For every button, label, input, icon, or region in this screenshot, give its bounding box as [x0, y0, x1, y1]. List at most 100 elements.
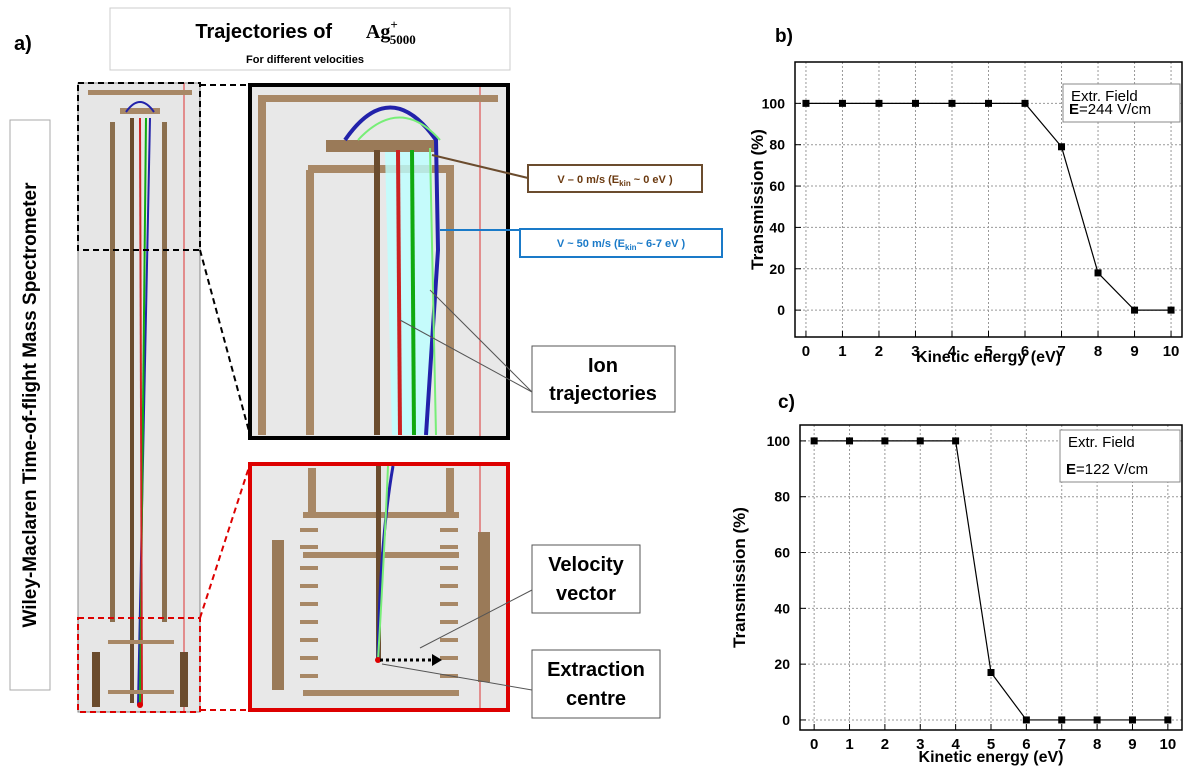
electrode [308, 165, 454, 173]
connector [199, 463, 251, 619]
y-tick-label: 40 [774, 600, 790, 616]
marker [810, 437, 818, 445]
callout-text: V ~ 50 m/s (E [557, 238, 625, 250]
callout-box [519, 228, 723, 258]
x-tick-label: 0 [810, 736, 818, 753]
y-tick-label: 20 [769, 261, 785, 277]
annotation-box [1062, 83, 1181, 123]
electrode [120, 108, 160, 114]
trajectory [410, 149, 416, 436]
marker [916, 437, 924, 445]
callout: V – 0 m/s (Ekin ~ 0 eV ) [557, 174, 673, 188]
leader [431, 154, 529, 179]
electrode [272, 540, 284, 690]
ion-charge: + [390, 17, 397, 32]
trajectory [429, 147, 437, 436]
x-tick-label: 6 [1021, 343, 1029, 360]
trajectory [357, 116, 441, 141]
y-tick-label: 100 [762, 95, 786, 111]
marker [1131, 306, 1139, 314]
plot-frame [799, 424, 1183, 731]
label: Velocity [548, 554, 624, 576]
annotation: E=122 V/cm [1066, 461, 1148, 478]
connector [199, 249, 251, 436]
callout-text: V – 0 m/s (E [557, 174, 619, 186]
panel-label: a) [14, 33, 32, 55]
callout-box [527, 164, 703, 193]
annotation-box [1059, 429, 1181, 483]
trajectory [377, 465, 389, 661]
zoom-box [77, 617, 201, 713]
x-tick-label: 4 [948, 343, 957, 360]
callout-text: ~ 6-7 eV ) [637, 238, 686, 250]
marker [1021, 99, 1029, 107]
arrow-head [432, 654, 442, 666]
marker [1058, 716, 1066, 724]
extraction-point [137, 702, 143, 708]
title-box [109, 7, 511, 71]
leader [399, 319, 533, 393]
leader [381, 663, 533, 691]
marker [1167, 306, 1175, 314]
annotation: Extr. Field [1071, 88, 1138, 105]
x-tick-label: 9 [1128, 736, 1136, 753]
marker [846, 437, 854, 445]
marker [875, 99, 883, 107]
label: centre [566, 688, 626, 710]
trajectory [125, 101, 155, 113]
marker [985, 99, 992, 107]
label-box [531, 649, 661, 719]
x-tick-label: 7 [1057, 343, 1065, 360]
marker [948, 99, 956, 107]
annotation-bold: E [1066, 461, 1076, 478]
label: Extraction [547, 659, 645, 681]
electrode [110, 122, 115, 622]
ion-size: 5000 [390, 32, 416, 47]
callout-sub: kin [619, 179, 631, 188]
y-axis-label: Transmission (%) [730, 507, 749, 648]
leader [429, 289, 533, 393]
y-tick-label: 20 [774, 656, 790, 672]
electrode-stack [300, 528, 458, 678]
electrode [92, 652, 100, 707]
electrode [130, 118, 134, 703]
electrode [258, 100, 266, 435]
electrode [88, 90, 192, 95]
label: trajectories [549, 383, 657, 405]
panel-label: c) [778, 392, 795, 413]
marker [987, 669, 995, 677]
x-tick-label: 8 [1094, 343, 1102, 360]
marker [1058, 143, 1066, 151]
x-tick-label: 2 [881, 736, 889, 753]
y-tick-label: 0 [782, 712, 790, 728]
electrode [303, 690, 459, 696]
side-label-box [9, 119, 51, 691]
annotation-bold: E [1069, 101, 1079, 118]
marker [952, 437, 960, 445]
trajectory [343, 105, 441, 436]
annotation-text: =244 V/cm [1079, 101, 1151, 118]
label-box [531, 544, 641, 614]
electrode [478, 532, 490, 682]
title-text: Trajectories of [195, 21, 332, 43]
electrode [180, 652, 188, 707]
electrode [108, 690, 174, 694]
x-tick-label: 1 [838, 343, 846, 360]
marker [1093, 716, 1101, 724]
marker [802, 99, 810, 107]
electrode [108, 640, 174, 644]
electrode [374, 150, 380, 435]
y-tick-label: 0 [777, 302, 785, 318]
x-tick-label: 6 [1022, 736, 1030, 753]
trajectory-band [385, 152, 432, 435]
electrode [306, 170, 314, 435]
annotation-text: =122 V/cm [1076, 461, 1148, 478]
label-box [531, 345, 676, 413]
y-tick-label: 40 [769, 219, 785, 235]
trajectory [396, 149, 402, 436]
x-axis-label: Kinetic energy (eV) [919, 749, 1064, 766]
x-tick-label: 4 [951, 736, 960, 753]
diagram-title: Trajectories of Ag+ 5000 [168, 17, 433, 49]
x-tick-label: 2 [875, 343, 883, 360]
